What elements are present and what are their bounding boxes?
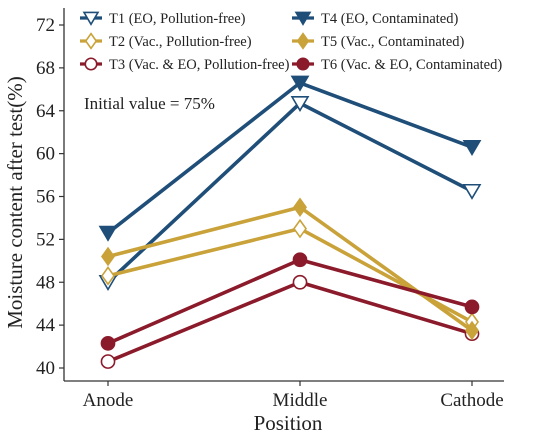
- series-line: [107, 257, 473, 345]
- y-tick-label: 48: [36, 272, 55, 293]
- data-point: [100, 335, 116, 351]
- data-point: [100, 354, 116, 369]
- data-point: [101, 266, 115, 286]
- data-point: [292, 274, 308, 290]
- data-point: [293, 197, 307, 217]
- legend-marker: [84, 32, 98, 50]
- series-layer: [98, 75, 482, 369]
- x-axis-title: Position: [254, 411, 323, 435]
- data-point: [290, 96, 310, 113]
- data-point: [292, 252, 308, 268]
- legend-item: T3 (Vac. & EO, Pollution-free): [80, 57, 290, 73]
- x-tick-label: Middle: [273, 390, 328, 411]
- y-tick-label: 72: [36, 15, 55, 36]
- legend-item: T4 (EO, Contaminated): [292, 11, 458, 27]
- initial-value-annotation: Initial value = 75%: [84, 94, 215, 113]
- y-tick-label: 44: [36, 315, 56, 336]
- legend-marker: [294, 11, 312, 26]
- legend-label: T3 (Vac. & EO, Pollution-free): [109, 57, 290, 73]
- legend-label: T2 (Vac., Pollution-free): [109, 34, 252, 50]
- legend-marker: [82, 11, 100, 26]
- y-tick-label: 60: [36, 144, 55, 165]
- legend-label: T1 (EO, Pollution-free): [109, 11, 246, 27]
- legend-item: T1 (EO, Pollution-free): [80, 11, 246, 27]
- y-tick-label: 40: [36, 358, 55, 379]
- legend-marker: [296, 57, 310, 71]
- y-tick-label: 64: [36, 101, 56, 122]
- data-point: [101, 246, 115, 267]
- y-axis-ticks: 40 44 48 52 56 60 64 68 72: [36, 15, 64, 379]
- legend-label: T5 (Vac., Contaminated): [321, 34, 465, 50]
- axes: [63, 8, 504, 382]
- legend-item: T6 (Vac. & EO, Contaminated): [292, 57, 502, 73]
- y-axis-title: Moisture content after test(%): [3, 76, 27, 329]
- series-line: [106, 101, 473, 284]
- legend: T1 (EO, Pollution-free) T2 (Vac., Polluti…: [80, 11, 502, 73]
- y-tick-label: 68: [36, 58, 55, 79]
- legend-marker: [296, 32, 310, 50]
- y-tick-label: 56: [36, 187, 55, 208]
- data-point: [464, 299, 480, 315]
- series-4: [98, 75, 482, 242]
- data-point: [290, 75, 310, 92]
- legend-item: T5 (Vac., Contaminated): [292, 32, 465, 50]
- data-point: [462, 139, 482, 156]
- data-point: [465, 320, 479, 341]
- data-point: [98, 225, 118, 242]
- legend-marker: [84, 57, 98, 71]
- x-tick-label: Cathode: [440, 390, 503, 411]
- legend-label: T4 (EO, Contaminated): [321, 11, 458, 27]
- series-line: [107, 205, 474, 332]
- x-axis-ticks: Anode Middle Cathode: [83, 381, 504, 411]
- data-point: [293, 218, 307, 239]
- series-6: [100, 252, 480, 351]
- legend-item: T2 (Vac., Pollution-free): [80, 32, 252, 50]
- legend-label: T6 (Vac. & EO, Contaminated): [321, 57, 502, 73]
- y-tick-label: 52: [36, 229, 55, 250]
- data-point: [462, 183, 482, 200]
- x-tick-label: Anode: [83, 390, 134, 411]
